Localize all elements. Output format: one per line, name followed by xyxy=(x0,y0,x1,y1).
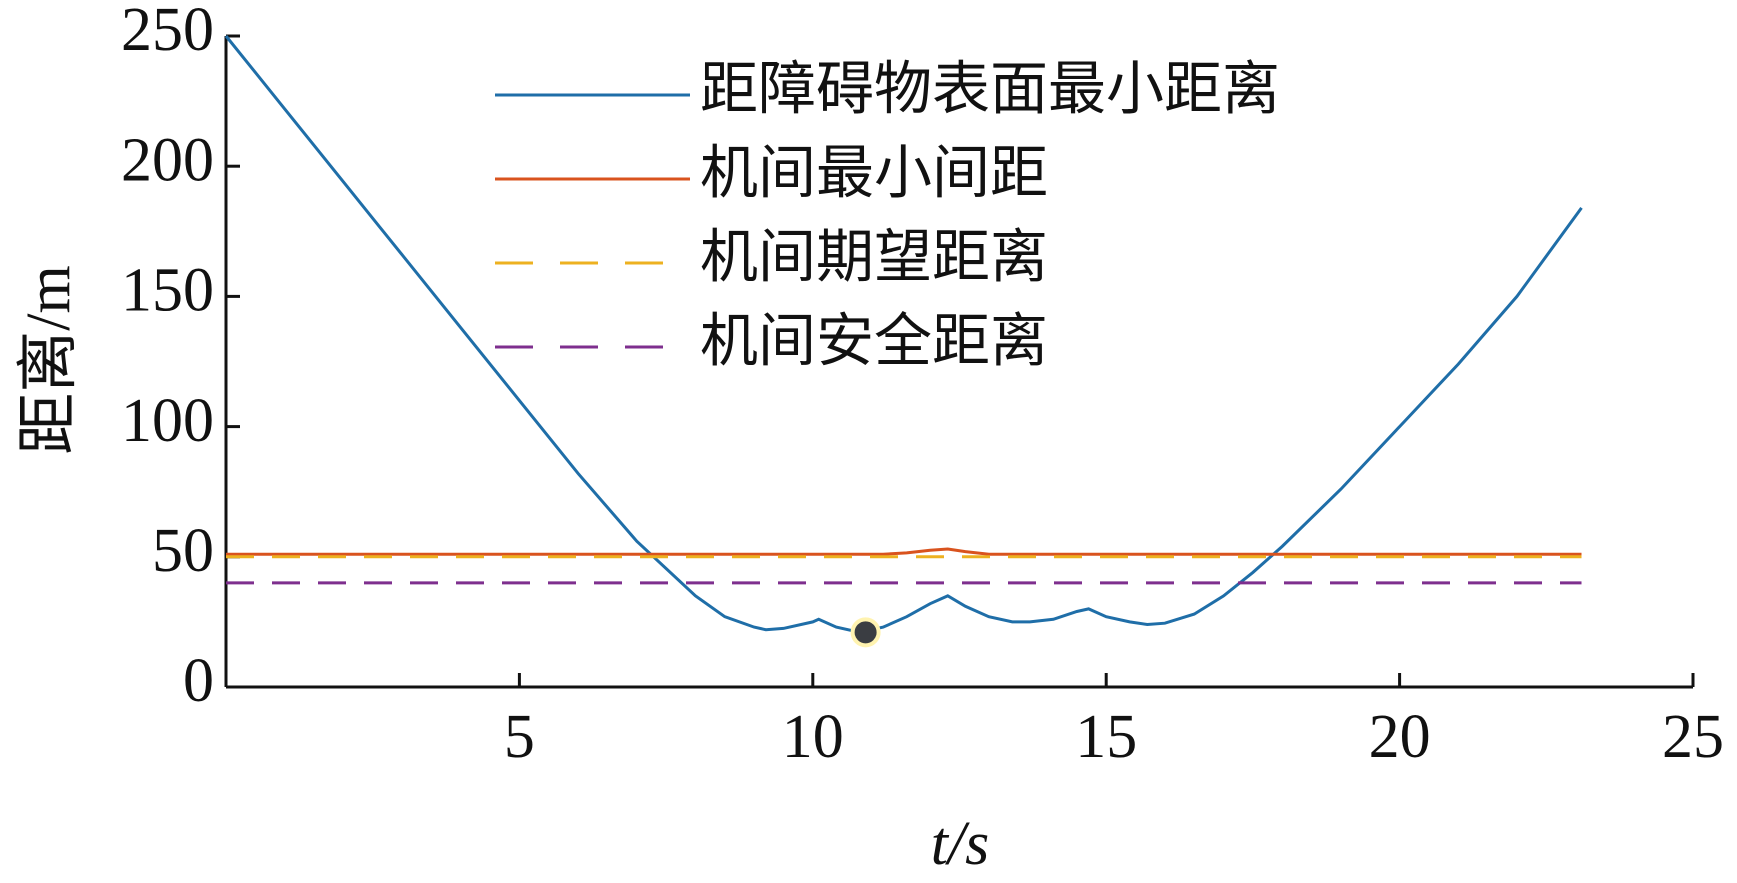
x-tick-label: 25 xyxy=(1662,703,1724,771)
y-tick-label: 150 xyxy=(121,257,214,325)
y-axis-label: 距离/m xyxy=(15,265,83,454)
x-tick-label: 10 xyxy=(782,703,844,771)
legend-label: 机间最小间距 xyxy=(700,140,1048,205)
series-line xyxy=(224,35,1583,634)
legend-label: 机间期望距离 xyxy=(700,224,1048,289)
x-axis-label: t/s xyxy=(931,810,990,878)
y-tick-label: 250 xyxy=(121,0,214,64)
x-tick-label: 5 xyxy=(504,703,535,771)
y-tick-label: 0 xyxy=(183,647,214,715)
x-tick-label: 15 xyxy=(1075,703,1137,771)
x-tick-label: 20 xyxy=(1369,703,1431,771)
series-line xyxy=(226,547,1582,556)
y-tick-label: 200 xyxy=(121,126,214,194)
y-tick-label: 50 xyxy=(152,517,214,585)
y-tick-label: 100 xyxy=(121,387,214,455)
legend-label: 机间安全距离 xyxy=(700,308,1048,373)
highlight-point xyxy=(850,617,881,648)
legend-label: 距障碍物表面最小距离 xyxy=(700,56,1280,121)
